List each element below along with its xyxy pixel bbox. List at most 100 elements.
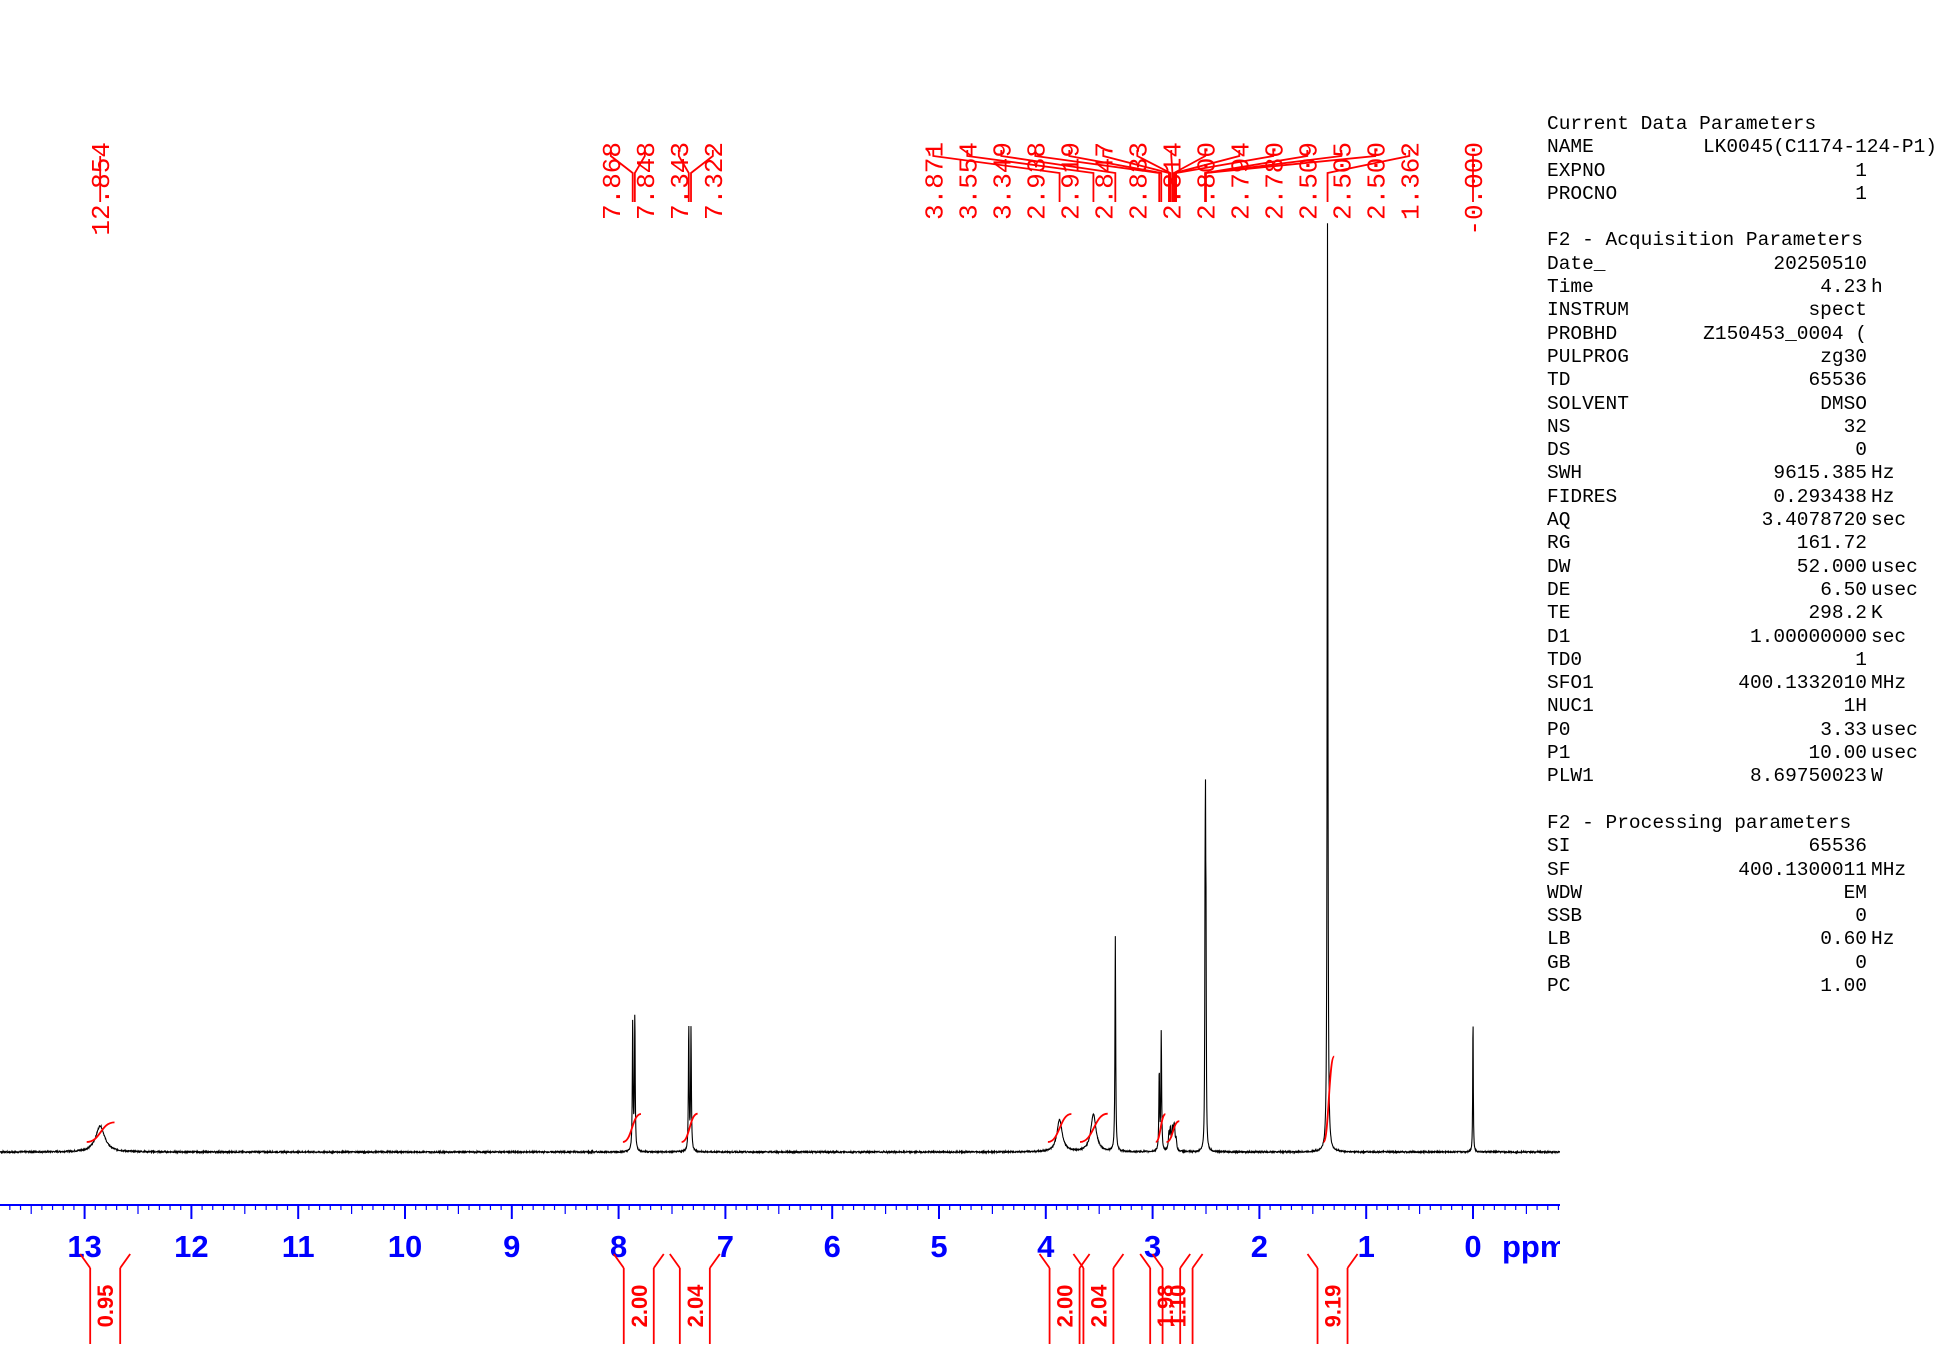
parameter-row: EXPNO 1 bbox=[1547, 160, 1937, 183]
parameter-value: 0 bbox=[1855, 951, 1867, 974]
x-tick-label: 11 bbox=[282, 1229, 315, 1264]
integral-bracket bbox=[1112, 1253, 1125, 1269]
integral-curve bbox=[1047, 1113, 1072, 1143]
parameter-value: DMSO bbox=[1820, 392, 1867, 415]
peak-label: 2.919 bbox=[1056, 142, 1086, 220]
peak-label: 1.362 bbox=[1396, 142, 1426, 220]
parameter-key: GB bbox=[1547, 951, 1571, 974]
peak-connector bbox=[677, 150, 690, 202]
parameter-key: PLW1 bbox=[1547, 765, 1594, 788]
parameter-key: RG bbox=[1547, 532, 1571, 555]
x-tick-label: 6 bbox=[824, 1229, 841, 1264]
peak-connector bbox=[1068, 150, 1163, 202]
parameter-row: TE 298.2 K bbox=[1547, 602, 1937, 625]
peak-label: 7.868 bbox=[598, 142, 628, 220]
x-tick-label: 4 bbox=[1037, 1229, 1055, 1264]
parameter-key: TE bbox=[1547, 602, 1571, 625]
parameter-row: SOLVENT DMSO bbox=[1547, 393, 1937, 416]
peak-connector bbox=[932, 150, 1061, 202]
peak-connector-layer bbox=[99, 150, 1474, 202]
parameter-value: 8.69750023 bbox=[1749, 765, 1867, 788]
parameter-value: 52.000 bbox=[1796, 555, 1867, 578]
parameter-row: DE 6.50 usec bbox=[1547, 579, 1937, 602]
peak-label: 2.509 bbox=[1294, 142, 1324, 220]
peak-label: 2.500 bbox=[1362, 142, 1392, 220]
parameter-row: TD0 1 bbox=[1547, 649, 1937, 672]
parameter-value: 1.00000000 bbox=[1749, 625, 1867, 648]
parameter-row: DW 52.000 usec bbox=[1547, 556, 1937, 579]
integral-bracket bbox=[1038, 1253, 1051, 1269]
parameter-value: 1 bbox=[1855, 159, 1867, 182]
integral-bracket bbox=[613, 1253, 625, 1269]
integral-bracket bbox=[709, 1253, 721, 1269]
parameter-key: P1 bbox=[1547, 742, 1571, 765]
parameter-unit: MHz bbox=[1871, 858, 1907, 881]
parameter-row: TD 65536 bbox=[1547, 369, 1937, 392]
parameter-unit: Hz bbox=[1871, 928, 1895, 951]
integral-value: 1.98 bbox=[1153, 1285, 1178, 1328]
x-tick-label: 1 bbox=[1358, 1229, 1375, 1264]
peak-connector bbox=[1170, 150, 1174, 202]
integral-label: 0.95 bbox=[79, 1253, 131, 1344]
x-tick-label: 9 bbox=[503, 1229, 520, 1264]
parameter-row: SSB 0 bbox=[1547, 905, 1937, 928]
parameter-key: SFO1 bbox=[1547, 672, 1594, 695]
integral-curve bbox=[1166, 1120, 1180, 1143]
integral-curve bbox=[1155, 1113, 1166, 1143]
parameter-value: 4.23 bbox=[1820, 276, 1867, 299]
peak-connector bbox=[1034, 150, 1161, 202]
parameter-row: WDW EM bbox=[1547, 882, 1937, 905]
parameter-key: PULPROG bbox=[1547, 345, 1629, 368]
parameter-key: SI bbox=[1547, 835, 1571, 858]
parameter-value: zg30 bbox=[1820, 345, 1867, 368]
integral-bracket bbox=[1139, 1253, 1151, 1269]
peak-label: 12.854 bbox=[87, 142, 117, 236]
spectrum-trace bbox=[0, 223, 1560, 1155]
parameter-value: 1.00 bbox=[1820, 974, 1867, 997]
peak-label: 3.554 bbox=[954, 142, 984, 220]
parameter-row: NS 32 bbox=[1547, 416, 1937, 439]
peak-connector bbox=[1173, 150, 1241, 202]
parameter-unit: W bbox=[1871, 765, 1883, 788]
parameter-key: LB bbox=[1547, 928, 1571, 951]
integral-bracket bbox=[669, 1253, 681, 1269]
parameter-unit: sec bbox=[1871, 509, 1907, 532]
parameter-value: 161.72 bbox=[1796, 532, 1867, 555]
integral-bracket bbox=[1072, 1253, 1085, 1269]
parameter-section-heading: F2 - Acquisition Parameters bbox=[1547, 229, 1863, 252]
parameter-key: D1 bbox=[1547, 625, 1571, 648]
peak-connector bbox=[1000, 150, 1117, 202]
integral-bracket bbox=[1151, 1253, 1164, 1269]
parameter-value: 32 bbox=[1843, 415, 1867, 438]
parameter-unit: usec bbox=[1871, 578, 1918, 601]
peak-connector bbox=[690, 150, 714, 202]
integral-bracket bbox=[1179, 1253, 1191, 1269]
integral-curve bbox=[1322, 1055, 1336, 1143]
parameter-key: PROCNO bbox=[1547, 182, 1618, 205]
parameter-row: P1 10.00 usec bbox=[1547, 742, 1937, 765]
parameter-row: NAME LK0045(C1174-124-P1) bbox=[1547, 136, 1937, 159]
parameter-row: PROCNO 1 bbox=[1547, 183, 1937, 206]
integral-bracket bbox=[1306, 1253, 1319, 1269]
parameter-value: EM bbox=[1843, 881, 1867, 904]
parameter-row: P0 3.33 usec bbox=[1547, 719, 1937, 742]
peak-label: 3.871 bbox=[920, 142, 950, 220]
integral-bracket bbox=[653, 1253, 665, 1269]
peak-label: 2.780 bbox=[1260, 142, 1290, 220]
x-tick-label: 13 bbox=[67, 1229, 101, 1264]
peak-connector bbox=[1102, 150, 1170, 202]
parameter-row: SF 400.1300011 MHz bbox=[1547, 859, 1937, 882]
x-tick-label: 7 bbox=[717, 1229, 734, 1264]
peak-connector bbox=[966, 150, 1095, 202]
parameter-value: 1H bbox=[1843, 695, 1867, 718]
peak-connector bbox=[1205, 150, 1377, 202]
parameter-key: SF bbox=[1547, 858, 1571, 881]
parameter-key: Date_ bbox=[1547, 252, 1606, 275]
parameter-row: SFO1 400.1332010 MHz bbox=[1547, 672, 1937, 695]
parameter-key: PROBHD bbox=[1547, 322, 1618, 345]
parameter-value: 3.33 bbox=[1820, 718, 1867, 741]
parameter-row: SWH 9615.385 Hz bbox=[1547, 462, 1937, 485]
parameter-key: DW bbox=[1547, 555, 1571, 578]
parameter-value: 1 bbox=[1855, 648, 1867, 671]
integral-label-layer: 0.95 2.00 2.04 2.00 2.04 1.981.10 9.19 bbox=[79, 1253, 1359, 1344]
